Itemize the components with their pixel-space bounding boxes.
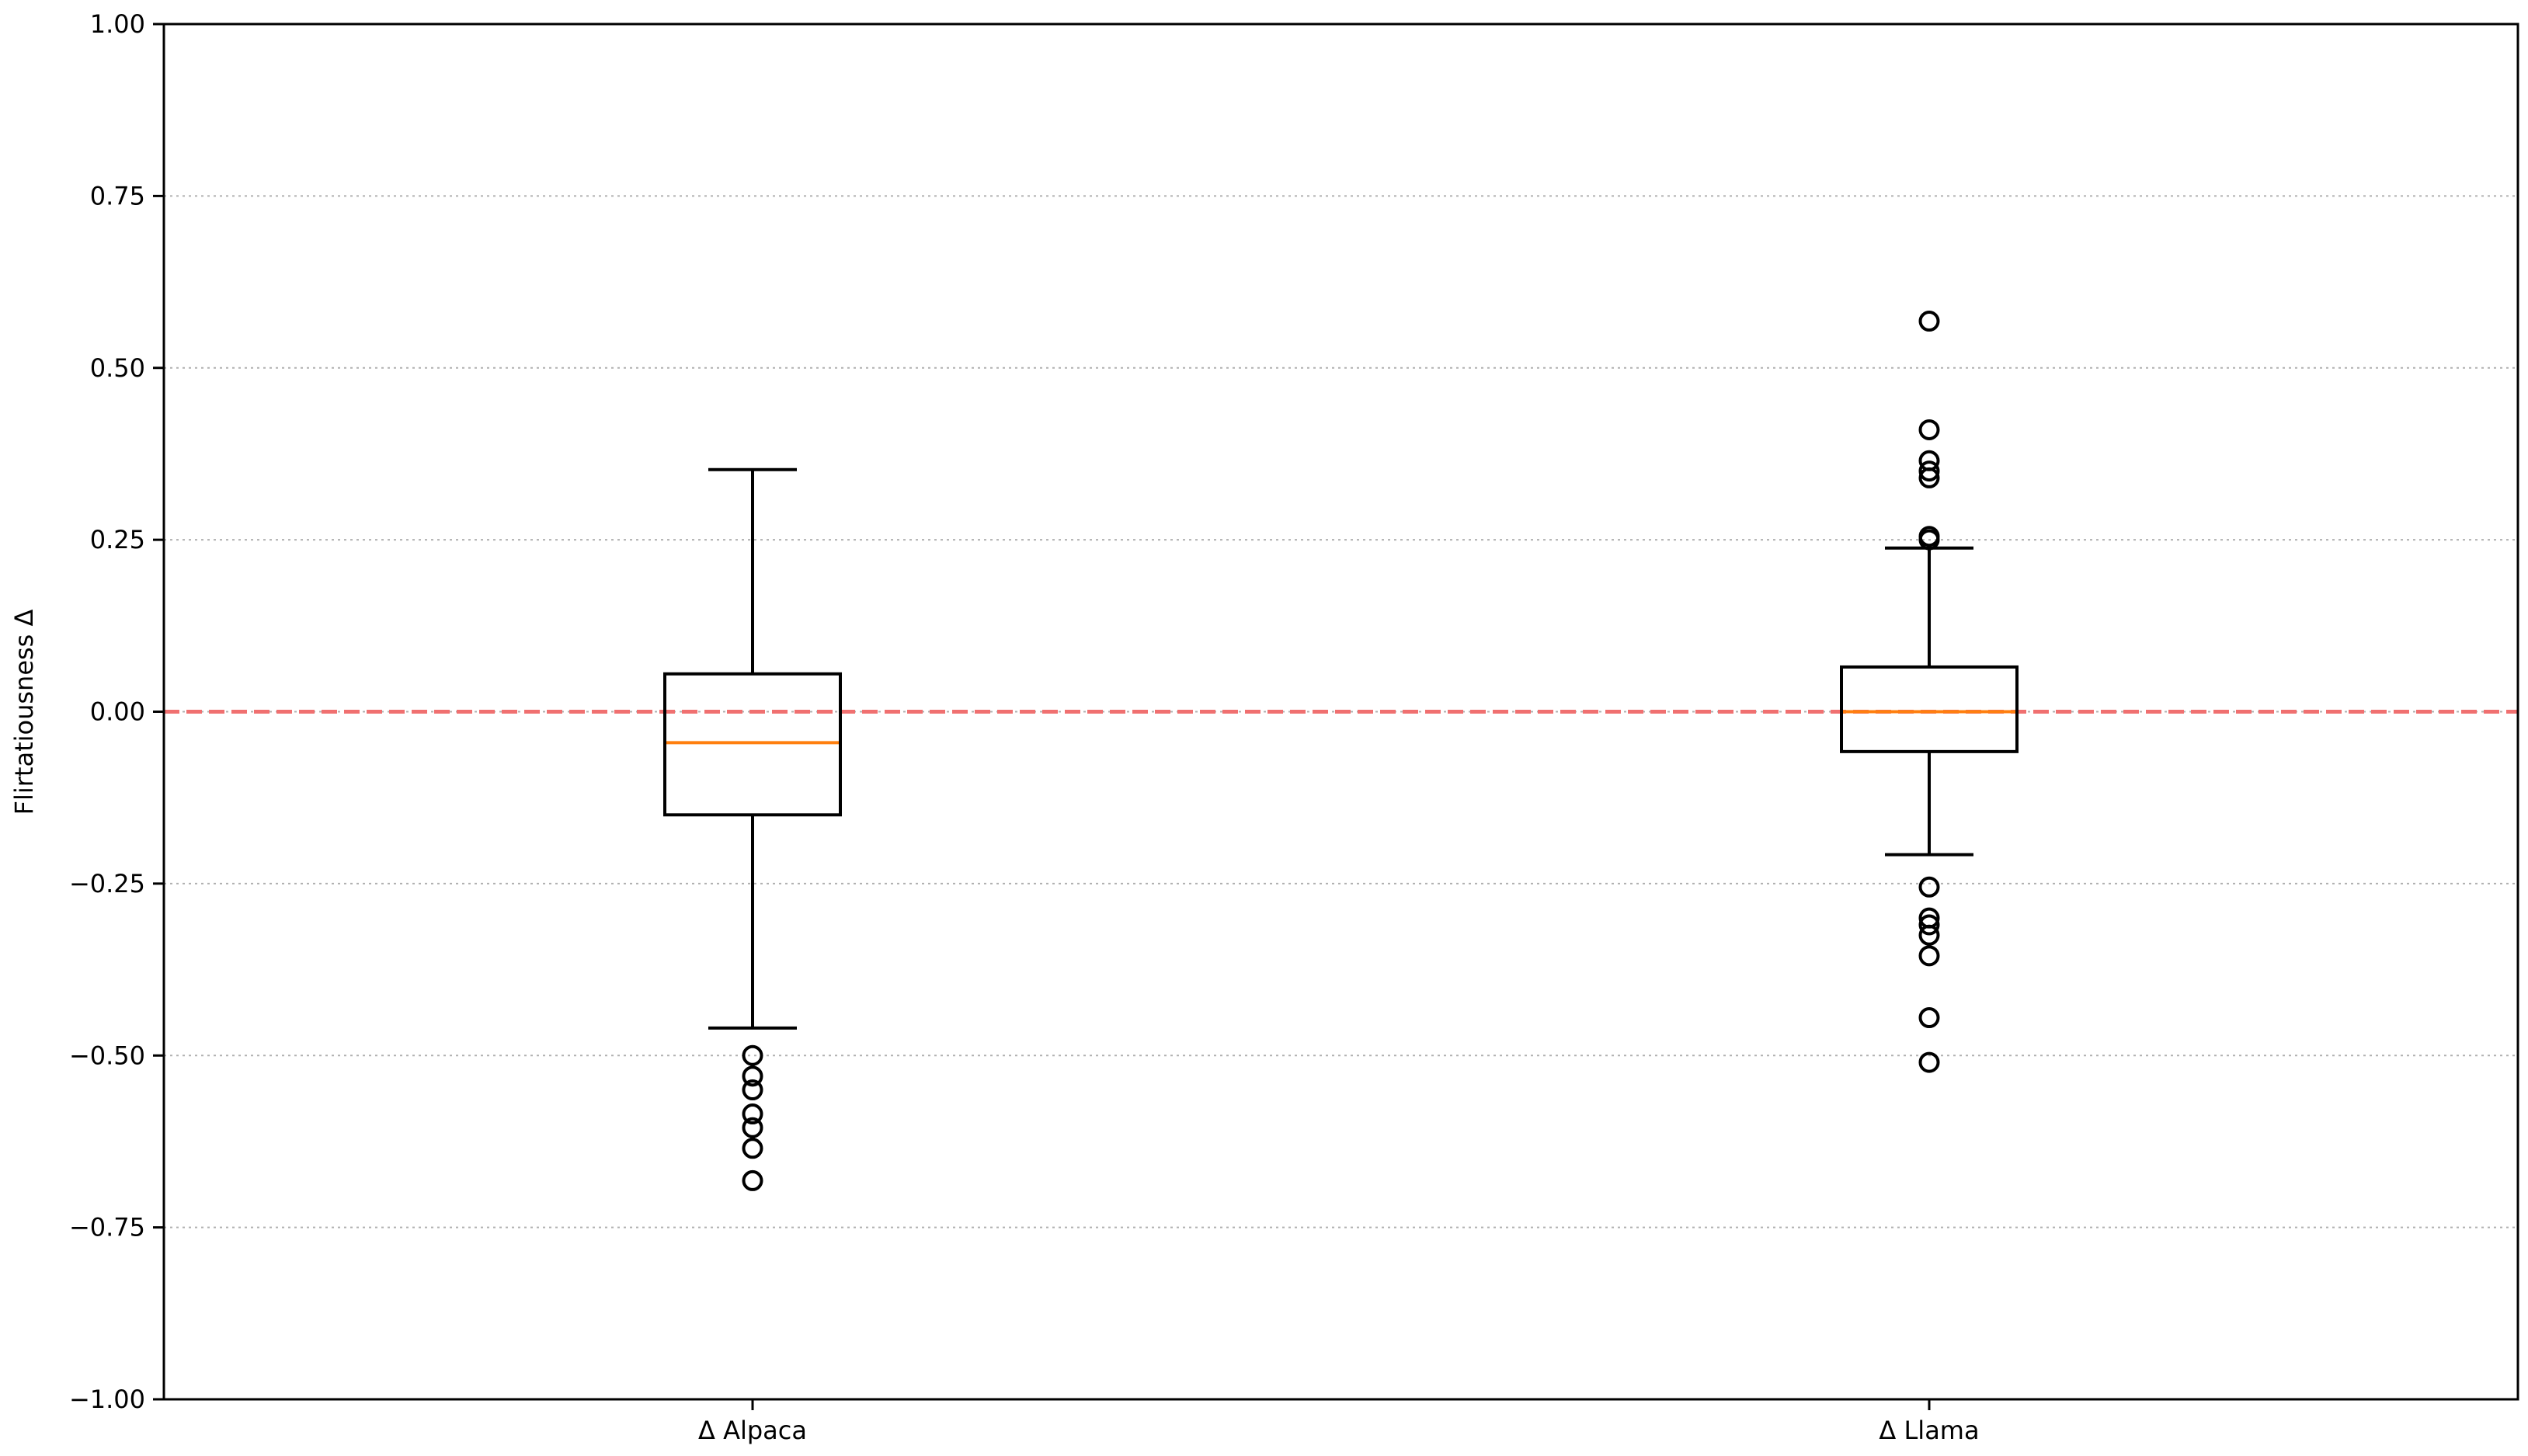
y-tick-label: 0.50	[90, 353, 145, 383]
iqr-box	[663, 672, 842, 817]
y-tick-label: −0.75	[69, 1213, 145, 1242]
boxes-layer	[663, 311, 2019, 1191]
outlier-point	[1918, 945, 1940, 967]
y-tick-label: −0.25	[69, 869, 145, 898]
x-tick-label: Δ Llama	[1879, 1416, 1979, 1445]
outlier-point	[1918, 311, 1940, 332]
y-tick-label: 0.75	[90, 181, 145, 210]
outlier-point	[742, 1169, 763, 1191]
outlier-point	[1918, 1051, 1940, 1073]
y-axis-label: Flirtatiousness Δ	[9, 609, 39, 815]
outlier-point	[742, 1065, 763, 1087]
outlier-point	[1918, 529, 1940, 551]
box-group	[1840, 311, 2019, 1073]
outlier-point	[742, 1079, 763, 1101]
outlier-point	[1918, 914, 1940, 936]
outlier-point	[1918, 419, 1940, 440]
outlier-point	[1918, 1007, 1940, 1029]
outlier-point	[1918, 467, 1940, 488]
x-axis-ticks: Δ Alpaca Δ Llama	[698, 1399, 1980, 1445]
outlier-point	[1918, 876, 1940, 898]
outlier-point	[742, 1117, 763, 1138]
x-tick-label: Δ Alpaca	[698, 1416, 807, 1445]
outlier-point	[742, 1103, 763, 1125]
y-tick-label: −0.50	[69, 1041, 145, 1070]
y-tick-label: 1.00	[90, 9, 145, 39]
outlier-point	[1918, 460, 1940, 482]
y-tick-label: 0.00	[90, 697, 145, 727]
y-axis-ticks: −1.00 −0.75 −0.50 −0.25 0.00 0.25 0.50 0.75 1.00	[69, 9, 164, 1414]
outlier-point	[742, 1138, 763, 1159]
y-tick-label: −1.00	[69, 1385, 145, 1414]
outlier-point	[1918, 924, 1940, 946]
y-tick-label: 0.25	[90, 525, 145, 554]
outlier-point	[742, 1044, 763, 1066]
iqr-box	[1840, 665, 2019, 753]
box-group	[663, 467, 842, 1191]
